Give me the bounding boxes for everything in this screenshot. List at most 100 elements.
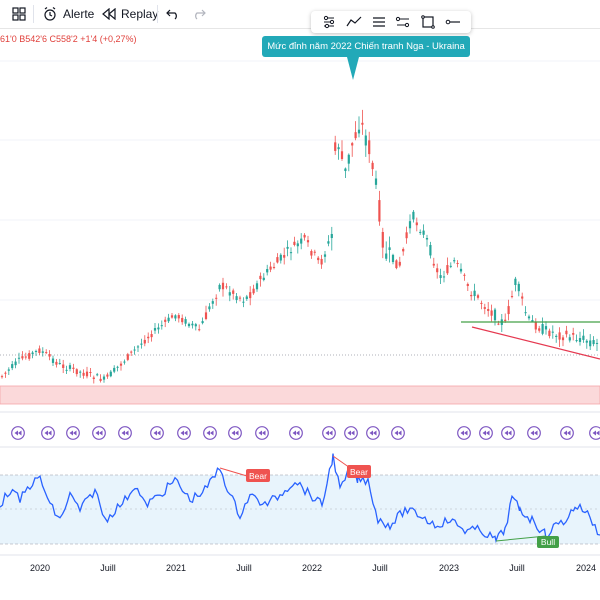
candle-body (177, 315, 180, 319)
candle-body (551, 331, 554, 333)
candle-body (72, 367, 75, 369)
candle-body (303, 234, 306, 238)
candle-body (82, 372, 85, 376)
horizontal-line-icon[interactable] (443, 12, 463, 32)
x-tick-label: Juill (100, 563, 116, 573)
candle-body (517, 283, 520, 292)
toolbar-divider (33, 5, 34, 23)
candle-body (466, 283, 469, 287)
candle-body (429, 245, 432, 256)
settings-icon[interactable] (319, 12, 339, 32)
line-tool-icon[interactable] (393, 12, 413, 32)
annotation-callout[interactable]: Mức đỉnh năm 2022 Chiến tranh Nga - Ukra… (262, 36, 470, 57)
candle-body (85, 371, 89, 377)
double-arrow-icon (153, 430, 161, 436)
candle-body (572, 333, 575, 335)
candle-body (208, 306, 211, 310)
candle-body (395, 260, 398, 269)
bear-badge: Bear (246, 469, 270, 482)
candle-body (364, 135, 367, 146)
ohlc-c: C558'2 (49, 34, 78, 44)
svg-text:Bear: Bear (249, 471, 267, 481)
candle-body (225, 286, 228, 288)
candle-body (242, 301, 245, 303)
candle-body (354, 132, 357, 139)
layout-grid-icon[interactable] (12, 4, 26, 24)
double-arrow-icon (44, 430, 52, 436)
double-arrow-icon (180, 430, 188, 436)
candle-body (436, 268, 439, 273)
double-arrow-icon (482, 430, 490, 436)
annotation-callout-tail (347, 57, 359, 80)
candle-body (238, 297, 242, 299)
candle-body (65, 369, 68, 371)
undo-icon[interactable] (166, 4, 180, 24)
candle-body (130, 351, 133, 353)
candle-body (7, 369, 10, 371)
ohlc-legend: 61'0 B542'6 C558'2 +1'4 (+0,27%) (0, 34, 137, 44)
candle-body (48, 354, 51, 357)
x-tick-label: Juill (236, 563, 252, 573)
double-arrow-icon (530, 430, 538, 436)
candle-body (514, 278, 517, 286)
double-arrow-icon (504, 430, 512, 436)
candle-body (317, 257, 320, 261)
redo-icon[interactable] (192, 4, 206, 24)
toolbar-divider (157, 5, 158, 23)
candle-body (313, 251, 316, 253)
candle-body (266, 269, 269, 273)
candle-body (320, 258, 323, 265)
candle-body (521, 296, 524, 299)
candle-body (524, 312, 527, 314)
candle-body (453, 260, 456, 262)
candle-body (174, 315, 177, 319)
candle-body (432, 263, 435, 266)
candle-body (283, 255, 286, 258)
alert-button[interactable]: Alerte (42, 4, 94, 24)
candle-body (490, 310, 493, 316)
candle-body (24, 356, 27, 358)
ohlc-low: 61'0 (0, 34, 17, 44)
x-tick-label: Juill (509, 563, 525, 573)
candle-body (28, 353, 31, 359)
candle-body (106, 374, 109, 377)
event-markers (11, 426, 600, 440)
candle-body (150, 334, 153, 338)
double-arrow-icon (563, 430, 571, 436)
candle-body (470, 294, 473, 297)
replay-button[interactable]: Replay (102, 4, 158, 24)
candle-body (347, 154, 350, 164)
candle-body (215, 297, 218, 299)
candle-body (480, 302, 483, 304)
text-lines-icon[interactable] (369, 12, 389, 32)
double-arrow-icon (121, 430, 129, 436)
candle-body (473, 290, 476, 297)
bear-divergence-line (219, 467, 248, 477)
candle-body (21, 356, 24, 359)
candle-body (565, 330, 568, 335)
candle-body (109, 371, 112, 377)
candle-body (493, 309, 497, 321)
svg-text:Bear: Bear (350, 467, 368, 477)
candle-body (415, 222, 418, 226)
candle-body (181, 317, 184, 323)
candle-body (561, 337, 565, 341)
rectangle-icon[interactable] (418, 12, 438, 32)
candle-body (102, 376, 106, 380)
downtrend-line[interactable] (471, 326, 600, 360)
candle-body (279, 254, 282, 261)
candle-body (344, 168, 347, 172)
rewind-icon (102, 8, 116, 20)
rsi-line (0, 453, 600, 544)
candle-body (62, 364, 65, 368)
trend-line-icon[interactable] (344, 12, 364, 32)
candle-body (191, 323, 194, 326)
candle-body (456, 262, 459, 264)
double-arrow-icon (394, 430, 402, 436)
candle-body (391, 254, 395, 263)
candle-body (167, 317, 170, 322)
candle-body (592, 340, 595, 345)
candle-body (272, 266, 276, 268)
alert-label: Alerte (63, 7, 95, 21)
